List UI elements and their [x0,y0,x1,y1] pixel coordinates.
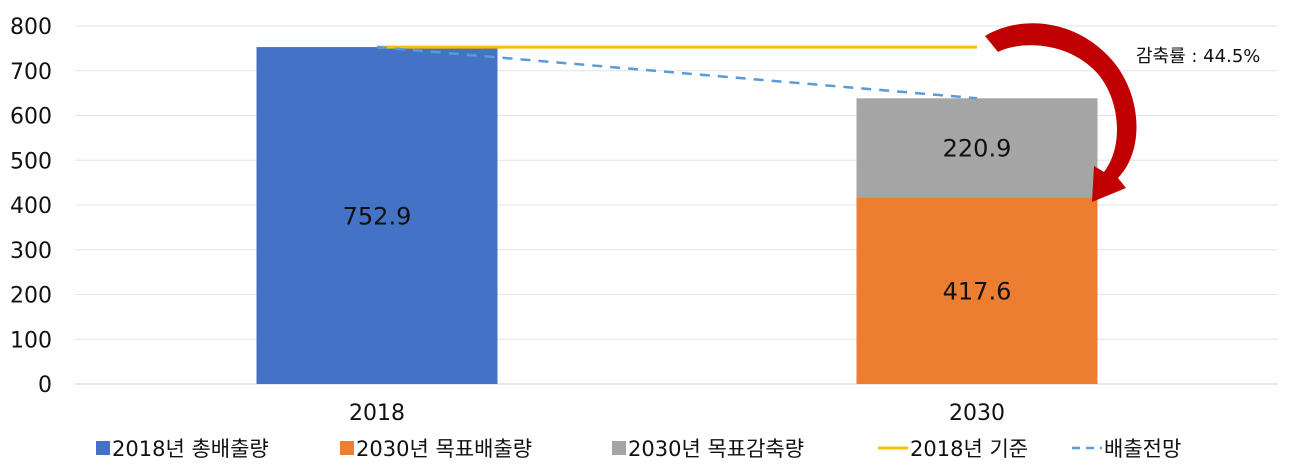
y-tick-label: 800 [10,15,52,40]
bar-2030 [856,197,1098,384]
x-tick-label: 2030 [949,401,1005,426]
legend-label: 2030년 목표감축량 [628,437,804,461]
data-label: 417.6 [943,278,1012,306]
reduction-rate-annotation: 감축률 : 44.5% [1136,46,1260,67]
y-tick-label: 200 [10,284,52,309]
y-tick-label: 0 [38,373,52,398]
legend: 2018년 총배출량 2030년 목표배출량 2030년 목표감축량 2018년 기준… [96,437,1181,461]
reference-lines [376,45,978,100]
data-labels: 752.9 417.6 220.9 [343,135,1012,306]
bar-2018 [256,47,498,385]
legend-label: 배출전망 [1104,437,1181,461]
curved-arrow-icon [985,23,1137,203]
y-axis: 0 100 200 300 400 500 600 700 800 [10,15,52,398]
legend-label: 2018년 기준 [910,437,1028,461]
y-tick-label: 600 [10,105,52,130]
y-tick-label: 100 [10,328,52,353]
gridlines [75,25,1278,385]
legend-label: 2030년 목표배출량 [356,437,532,461]
y-tick-label: 300 [10,239,52,264]
reduction-arrow [985,23,1137,203]
data-label: 220.9 [943,135,1012,163]
x-tick-label: 2018 [349,401,405,426]
y-tick-label: 400 [10,194,52,219]
x-axis: 2018 2030 [349,401,1005,426]
bar-2030 [856,98,1098,198]
y-tick-label: 700 [10,60,52,85]
data-label: 752.9 [343,203,412,231]
legend-swatch [96,441,110,455]
bars [256,47,1098,385]
y-tick-label: 500 [10,149,52,174]
legend-label: 2018년 총배출량 [112,437,269,461]
legend-swatch [340,441,354,455]
legend-swatch [612,441,626,455]
